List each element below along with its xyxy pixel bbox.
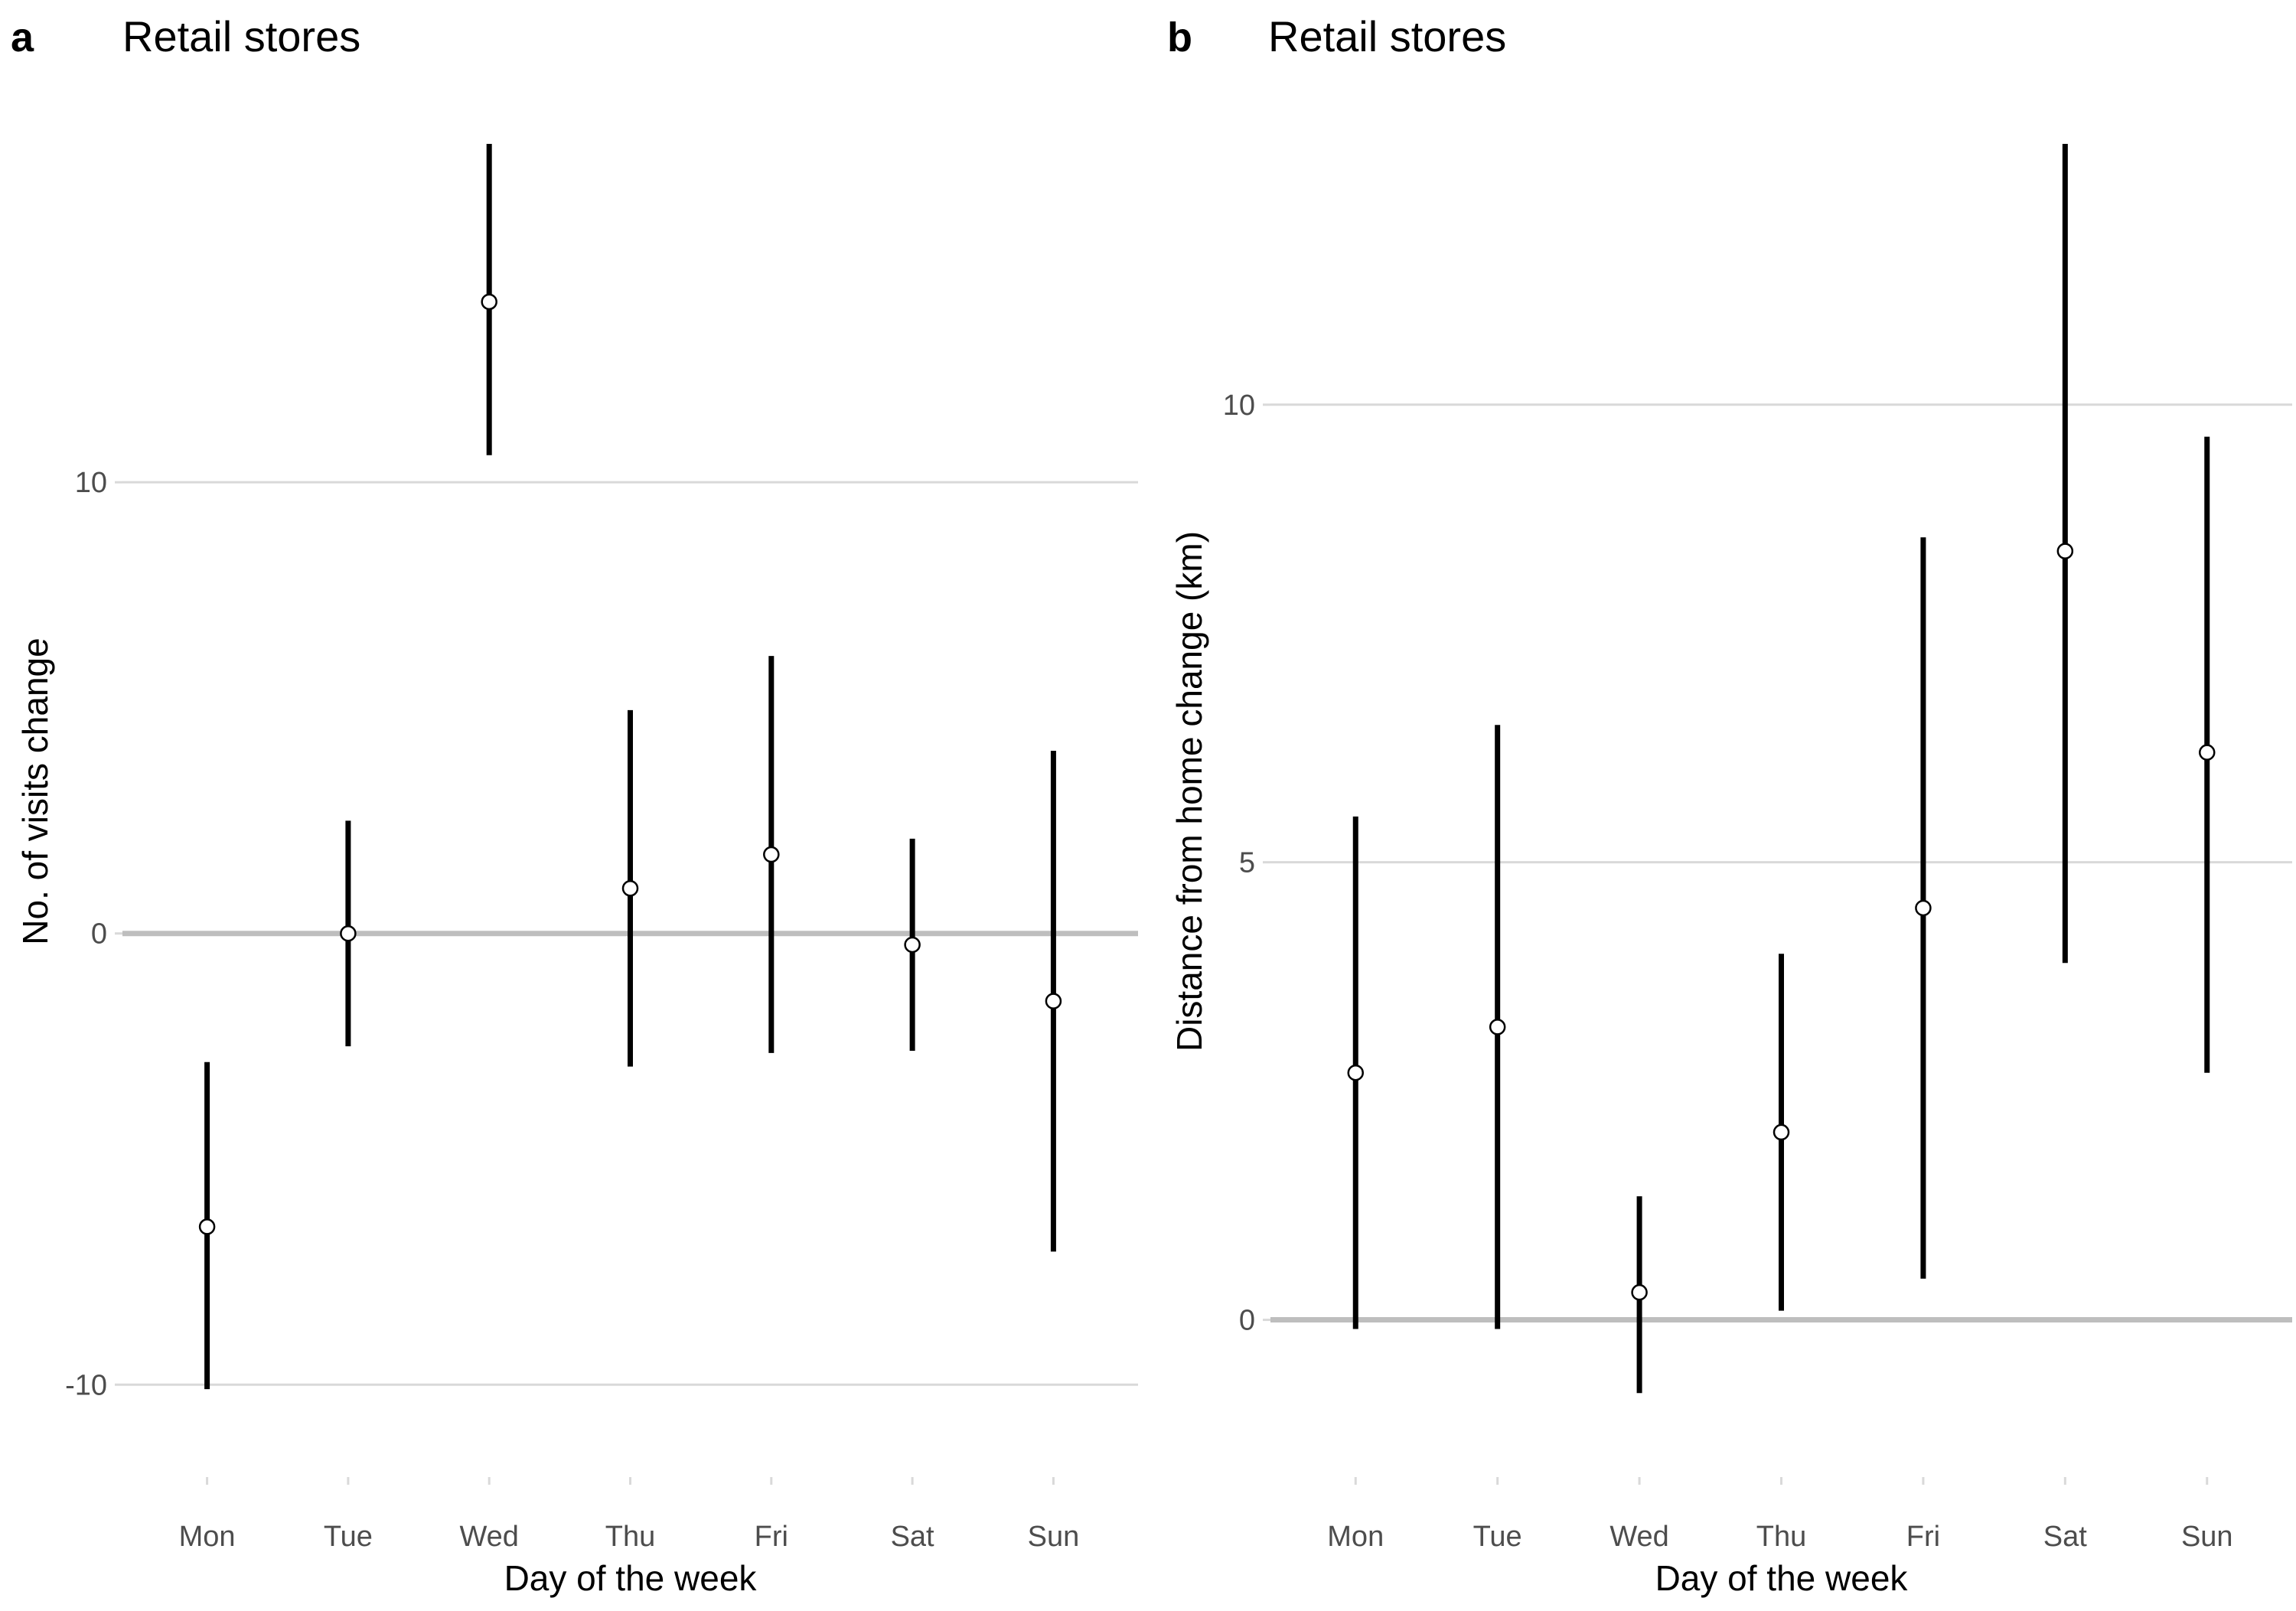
- y-tick-label: -10: [65, 1369, 107, 1401]
- point-estimate-thu: [1773, 1123, 1790, 1141]
- x-tick-label: Tue: [1473, 1521, 1522, 1553]
- point-estimate-mon: [198, 1218, 216, 1235]
- x-tick-label: Mon: [1327, 1521, 1384, 1553]
- y-tick-label: 0: [1239, 1305, 1255, 1337]
- point-estimate-tue: [1489, 1019, 1506, 1035]
- point-estimate-sat: [904, 936, 921, 954]
- x-axis-title: Day of the week: [1655, 1558, 1909, 1598]
- y-axis-title: Distance from home change (km): [1169, 531, 1209, 1052]
- point-estimate-sat: [2056, 543, 2074, 559]
- panel-title: Retail stores: [1268, 12, 1506, 60]
- point-estimate-sun: [2199, 744, 2216, 761]
- x-tick-label: Tue: [324, 1521, 373, 1553]
- point-estimate-thu: [621, 880, 639, 897]
- point-estimate-fri: [1915, 899, 1932, 917]
- x-axis-title: Day of the week: [504, 1558, 758, 1598]
- x-tick-label: Fri: [1906, 1521, 1940, 1553]
- point-estimate-wed: [1631, 1283, 1648, 1301]
- point-estimate-sun: [1045, 993, 1062, 1009]
- point-estimate-wed: [481, 293, 497, 311]
- point-estimate-mon: [1347, 1064, 1364, 1081]
- y-tick-label: 5: [1239, 847, 1255, 879]
- y-tick-label: 10: [1223, 390, 1255, 422]
- y-tick-label: 10: [75, 467, 107, 499]
- x-tick-label: Sat: [891, 1521, 934, 1553]
- panel-letter: a: [11, 15, 34, 60]
- point-estimate-fri: [763, 846, 780, 863]
- y-tick-label: 0: [91, 918, 107, 951]
- x-tick-label: Sun: [1028, 1521, 1080, 1553]
- x-tick-label: Sat: [2043, 1521, 2087, 1553]
- x-tick-label: Wed: [1609, 1521, 1668, 1553]
- point-estimate-tue: [340, 925, 357, 942]
- x-tick-label: Thu: [1756, 1521, 1806, 1553]
- x-tick-label: Thu: [605, 1521, 655, 1553]
- y-axis-title: No. of visits change: [15, 638, 55, 944]
- panel-b: 0 5 10 Mon Tue Wed Thu Fri Sat Sun b Retail stores D…: [1167, 12, 2292, 1598]
- x-tick-label: Fri: [755, 1521, 788, 1553]
- panel-letter: b: [1167, 15, 1192, 60]
- x-tick-label: Mon: [179, 1521, 236, 1553]
- panel-a: -10 0 10 Mon Tue Wed Thu Fri Sat Sun a Retail store…: [11, 12, 1138, 1598]
- panel-title: Retail stores: [122, 12, 360, 60]
- x-tick-label: Sun: [2181, 1521, 2233, 1553]
- x-tick-label: Wed: [459, 1521, 518, 1553]
